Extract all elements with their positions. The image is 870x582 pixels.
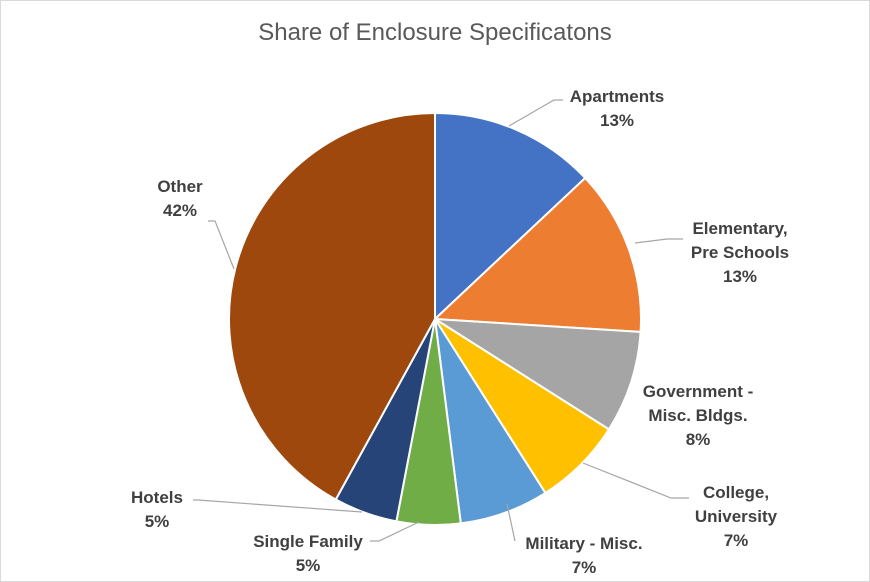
data-label-category-6: Hotels — [131, 488, 183, 507]
leader-line-1 — [634, 238, 683, 244]
data-label-category-1: Pre Schools — [691, 243, 789, 262]
chart-title: Share of Enclosure Specificatons — [258, 19, 612, 46]
data-label-category-0: Apartments — [570, 87, 664, 106]
data-label-category-2: Misc. Bldgs. — [648, 406, 747, 425]
data-label-percent-7: 42% — [163, 201, 197, 220]
leader-line-6 — [193, 499, 363, 513]
data-label-category-7: Other — [157, 177, 203, 196]
data-label-percent-5: 5% — [296, 556, 321, 575]
data-label-category-3: University — [695, 507, 778, 526]
data-label-percent-4: 7% — [572, 558, 597, 577]
data-label-category-3: College, — [703, 483, 769, 502]
leader-line-5 — [370, 521, 420, 542]
leader-line-3 — [582, 462, 689, 499]
data-label-percent-2: 8% — [686, 430, 711, 449]
data-label-percent-3: 7% — [724, 531, 749, 550]
pie-slice-1 — [432, 176, 642, 333]
pie-slice-2 — [434, 318, 642, 431]
data-label-category-1: Elementary, — [692, 219, 787, 238]
data-label-category-5: Single Family — [253, 532, 363, 551]
pie-slice-0 — [434, 111, 587, 322]
data-label-percent-1: 13% — [723, 267, 757, 286]
pie-slice-7 — [228, 111, 436, 501]
data-label-category-2: Government - — [643, 382, 754, 401]
data-label-percent-6: 5% — [145, 512, 170, 531]
data-label-category-4: Military - Misc. — [525, 534, 642, 553]
data-label-percent-0: 13% — [600, 111, 634, 130]
leader-line-7 — [208, 220, 235, 270]
leader-line-0 — [508, 99, 563, 127]
leader-line-4 — [506, 503, 516, 542]
